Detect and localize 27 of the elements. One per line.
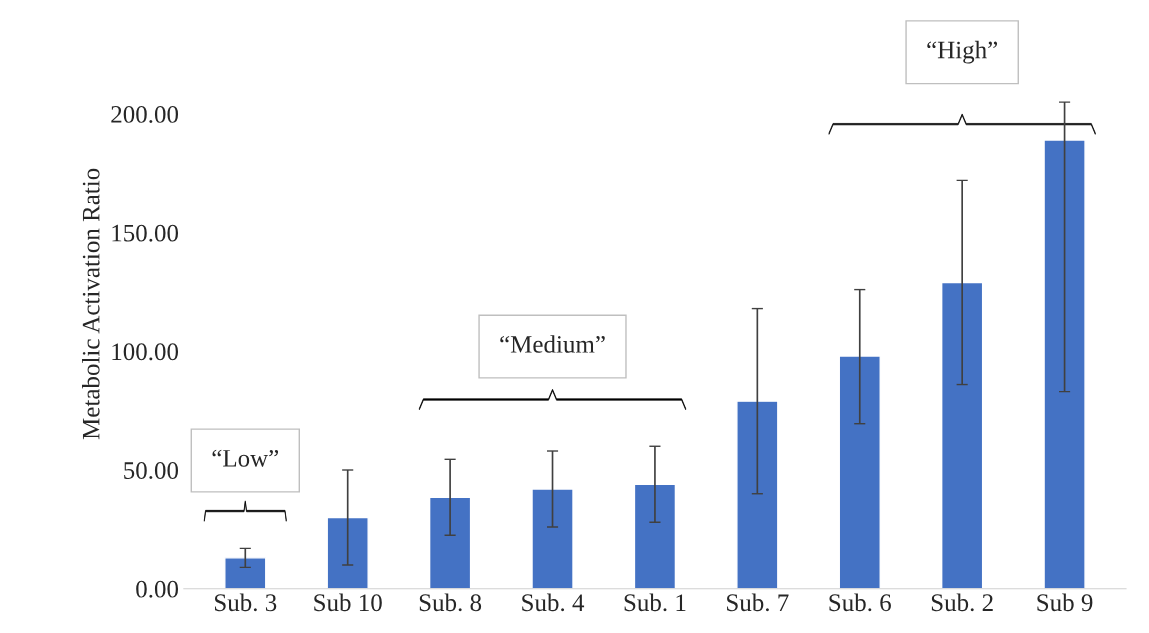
x-tick-label: Sub. 7 [727, 593, 789, 612]
annotation: “Low” [212, 449, 279, 467]
x-tick-label: Sub. 3 [215, 593, 277, 612]
bar [531, 488, 574, 589]
y-tick-label: 100.00 [112, 343, 179, 361]
annotation: “Medium” [500, 335, 605, 353]
x-tick-label: Sub. 8 [419, 593, 482, 612]
x-tick-label: Sub. 1 [624, 593, 686, 612]
bar [326, 516, 369, 589]
bar [940, 281, 984, 589]
x-tick-label: Sub. 4 [522, 593, 585, 612]
bar [1043, 139, 1086, 589]
y-tick-label: 200.00 [111, 105, 179, 123]
annotation: “High” [927, 40, 998, 64]
y-axis-title: Metabolic Activation Ratio [82, 168, 100, 440]
y-tick-label: 50.00 [124, 462, 179, 480]
x-tick-label: Sub. 6 [829, 593, 891, 612]
bar [736, 400, 779, 589]
x-tick-label: Sub 9 [1037, 593, 1093, 612]
bar [224, 557, 267, 589]
y-tick-label: 150.00 [112, 224, 179, 242]
x-tick-label: Sub 10 [314, 593, 382, 612]
x-tick-label: Sub. 2 [931, 593, 993, 612]
y-tick-label: 0.00 [136, 580, 179, 598]
bar [633, 483, 677, 589]
bar [838, 355, 881, 589]
bar [428, 496, 472, 589]
